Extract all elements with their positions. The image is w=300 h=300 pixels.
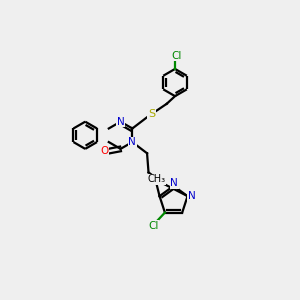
- Text: N: N: [117, 117, 124, 127]
- Text: N: N: [170, 178, 178, 188]
- Text: N: N: [128, 137, 136, 147]
- Text: CH₃: CH₃: [148, 174, 166, 184]
- Text: S: S: [148, 109, 155, 119]
- Text: Cl: Cl: [171, 51, 182, 61]
- Text: Cl: Cl: [148, 221, 159, 231]
- Text: O: O: [100, 146, 109, 156]
- Text: N: N: [188, 191, 195, 201]
